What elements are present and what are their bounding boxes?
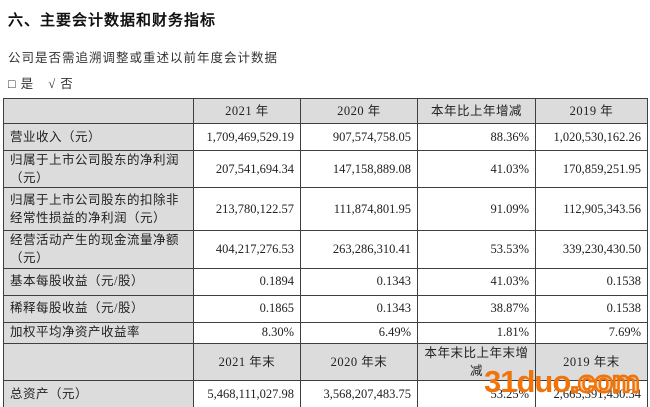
value-2020: 263,286,310.41 xyxy=(300,230,418,269)
value-change: 53.53% xyxy=(417,230,536,269)
row-label: 稀释每股收益（元/股） xyxy=(3,294,194,323)
header-2021: 2021 年 xyxy=(193,98,301,124)
value-2019: 0.1538 xyxy=(535,267,648,296)
header-empty-cell xyxy=(3,98,194,124)
row-label: 营业收入（元） xyxy=(3,123,194,151)
table-header-annual: 2021 年 2020 年 本年比上年增减 2019 年 xyxy=(3,98,648,124)
value-2019: 170,859,251.95 xyxy=(535,149,648,189)
row-label: 基本每股收益（元/股） xyxy=(3,267,194,296)
header-2020: 2020 年 xyxy=(300,98,418,124)
value-2020: 111,874,801.95 xyxy=(300,187,418,232)
financial-indicators-table: 2021 年 2020 年 本年比上年增减 2019 年 营业收入（元） 1,7… xyxy=(3,98,648,407)
table-row-net-profit: 归属于上市公司股东的净利润（元） 207,541,694.34 147,158,… xyxy=(3,149,648,189)
table-row-basic-eps: 基本每股收益（元/股） 0.1894 0.1343 41.03% 0.1538 xyxy=(3,267,648,296)
value-2021: 404,217,276.53 xyxy=(193,230,301,269)
section-title: 六、主要会计数据和财务指标 xyxy=(8,12,217,29)
restatement-question: 公司是否需追溯调整或重述以前年度会计数据 xyxy=(8,51,279,65)
option-no-checkbox: √ 否 xyxy=(48,77,74,91)
value-2019: 112,905,343.56 xyxy=(535,187,648,232)
value-2020: 0.1343 xyxy=(300,294,418,323)
value-change: 41.03% xyxy=(417,149,536,189)
row-label: 经营活动产生的现金流量净额（元） xyxy=(3,230,194,269)
row-label: 加权平均净资产收益率 xyxy=(3,321,194,344)
table-header-yearend: 2021 年末 2020 年末 本年末比上年末增减 2019 年末 xyxy=(3,342,648,381)
value-change: 91.09% xyxy=(417,187,536,232)
value-2021: 5,468,111,027.98 xyxy=(193,379,301,407)
header-2020-yearend: 2020 年末 xyxy=(300,342,418,381)
value-2021: 8.30% xyxy=(193,321,301,344)
value-2021: 0.1894 xyxy=(193,267,301,296)
value-2019: 339,230,430.50 xyxy=(535,230,648,269)
row-label: 归属于上市公司股东的净利润（元） xyxy=(3,149,194,189)
value-2020: 0.1343 xyxy=(300,267,418,296)
option-yes-checkbox: □ 是 xyxy=(8,77,35,91)
table-row-weighted-roe: 加权平均净资产收益率 8.30% 6.49% 1.81% 7.69% xyxy=(3,321,648,344)
header-2021-yearend: 2021 年末 xyxy=(193,342,301,381)
value-change: 53.25% xyxy=(417,379,536,407)
restatement-options: □ 是 √ 否 xyxy=(0,66,650,98)
header-yoy-change: 本年比上年增减 xyxy=(417,98,536,124)
row-label: 总资产（元） xyxy=(3,379,194,407)
header-empty-cell xyxy=(3,342,194,381)
value-2020: 6.49% xyxy=(300,321,418,344)
value-2019: 2,665,391,450.34 xyxy=(535,379,648,407)
header-2019: 2019 年 xyxy=(535,98,648,124)
value-2020: 147,158,889.08 xyxy=(300,149,418,189)
value-2021: 0.1865 xyxy=(193,294,301,323)
value-change: 38.87% xyxy=(417,294,536,323)
table-row-net-profit-deducted: 归属于上市公司股东的扣除非经常性损益的净利润（元） 213,780,122.57… xyxy=(3,187,648,232)
table-row-revenue: 营业收入（元） 1,709,469,529.19 907,574,758.05 … xyxy=(3,123,648,151)
row-label: 归属于上市公司股东的扣除非经常性损益的净利润（元） xyxy=(3,187,194,232)
value-2019: 1,020,530,162.26 xyxy=(535,123,648,151)
table-row-operating-cash-flow: 经营活动产生的现金流量净额（元） 404,217,276.53 263,286,… xyxy=(3,230,648,269)
table-row-diluted-eps: 稀释每股收益（元/股） 0.1865 0.1343 38.87% 0.1538 xyxy=(3,294,648,323)
value-2020: 907,574,758.05 xyxy=(300,123,418,151)
header-yearend-change: 本年末比上年末增减 xyxy=(417,342,536,381)
value-2019: 0.1538 xyxy=(535,294,648,323)
header-2019-yearend: 2019 年末 xyxy=(535,342,648,381)
value-change: 41.03% xyxy=(417,267,536,296)
value-2021: 213,780,122.57 xyxy=(193,187,301,232)
value-2021: 207,541,694.34 xyxy=(193,149,301,189)
value-2020: 3,568,207,483.75 xyxy=(300,379,418,407)
value-change: 1.81% xyxy=(417,321,536,344)
value-2019: 7.69% xyxy=(535,321,648,344)
value-change: 88.36% xyxy=(417,123,536,151)
value-2021: 1,709,469,529.19 xyxy=(193,123,301,151)
table-row-total-assets: 总资产（元） 5,468,111,027.98 3,568,207,483.75… xyxy=(3,379,648,407)
